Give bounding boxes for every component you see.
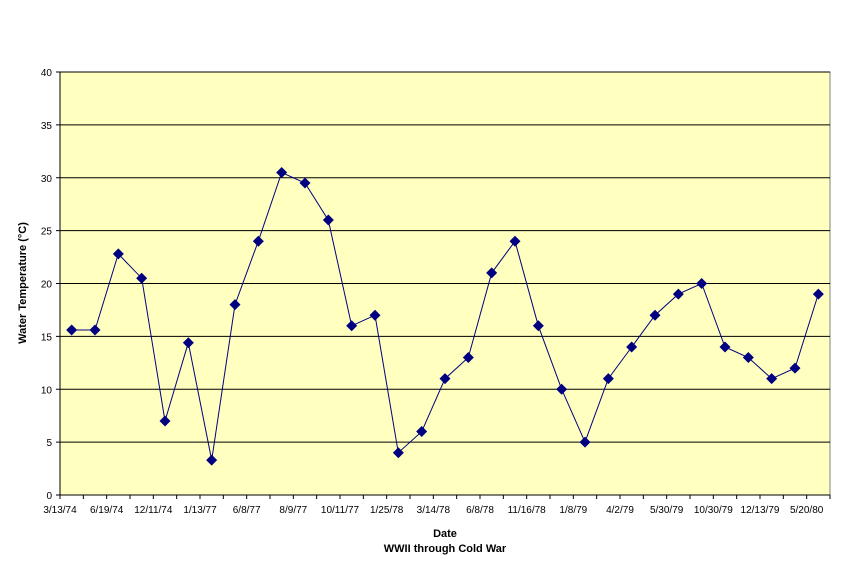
x-tick-label: 3/13/74: [43, 505, 77, 516]
data-point: [416, 426, 428, 438]
data-point: [812, 288, 824, 300]
data-point: [672, 288, 684, 300]
x-tick-label: 6/19/74: [90, 505, 124, 516]
data-point: [206, 454, 218, 466]
data-point: [322, 214, 334, 226]
x-tick-label: 4/2/79: [606, 505, 634, 516]
data-point: [89, 324, 101, 336]
y-tick-label: 30: [41, 174, 53, 185]
data-point: [532, 320, 544, 332]
data-point: [346, 320, 358, 332]
x-tick-label: 1/13/77: [183, 505, 217, 516]
data-point: [392, 447, 404, 459]
y-tick-label: 40: [41, 68, 53, 79]
x-tick-label: 12/11/74: [134, 505, 173, 516]
y-axis-ticks: 0 5 10 15 20 25 30 35 40: [41, 68, 830, 502]
x-tick-label: 6/8/77: [233, 505, 261, 516]
data-point: [136, 272, 148, 284]
data-point: [182, 337, 194, 349]
x-axis-title: Date: [433, 528, 457, 540]
y-tick-label: 35: [41, 121, 53, 132]
data-point: [252, 235, 264, 247]
data-point: [742, 352, 754, 364]
series-group: [66, 166, 824, 466]
y-tick-label: 5: [46, 438, 52, 449]
x-tick-label: 10/30/79: [694, 505, 733, 516]
x-tick-label: 5/30/79: [650, 505, 684, 516]
data-point: [299, 177, 311, 189]
x-tick-label: 12/13/79: [741, 505, 780, 516]
x-axis-ticks: 3/13/74 6/19/74 12/11/74 1/13/77 6/8/77 8/9/7…: [43, 495, 831, 516]
data-point: [766, 373, 778, 385]
y-axis-title: Water Temperature (°C): [17, 222, 29, 344]
data-point: [696, 278, 708, 289]
gridlines: [60, 71, 830, 443]
data-point: [369, 309, 381, 321]
x-tick-label: 5/20/80: [790, 505, 824, 516]
data-point: [719, 341, 731, 353]
x-tick-label: 1/25/78: [370, 505, 404, 516]
x-tick-label: 11/16/78: [508, 505, 547, 516]
data-point: [276, 166, 288, 178]
y-tick-label: 20: [41, 280, 53, 291]
data-point: [579, 436, 591, 448]
data-point: [626, 341, 638, 353]
data-point: [789, 362, 801, 374]
x-axis-subtitle: WWII through Cold War: [384, 543, 507, 555]
x-tick-label: 8/9/77: [279, 505, 307, 516]
x-tick-label: 3/14/78: [417, 505, 451, 516]
data-point: [509, 235, 521, 247]
data-point: [556, 383, 568, 395]
data-point: [439, 373, 451, 385]
x-tick-label: 10/11/77: [321, 505, 360, 516]
data-point: [112, 248, 124, 260]
data-point: [159, 415, 171, 427]
y-tick-label: 25: [41, 227, 53, 238]
data-point: [66, 324, 78, 336]
x-tick-label: 1/8/79: [559, 505, 587, 516]
data-point: [462, 352, 474, 364]
y-tick-label: 10: [41, 385, 53, 396]
x-tick-label: 6/8/78: [466, 505, 494, 516]
data-point: [486, 267, 498, 279]
data-point: [602, 373, 614, 385]
y-tick-label: 15: [41, 332, 53, 343]
y-tick-label: 0: [46, 491, 52, 502]
data-point: [229, 299, 241, 311]
data-point: [649, 309, 661, 321]
